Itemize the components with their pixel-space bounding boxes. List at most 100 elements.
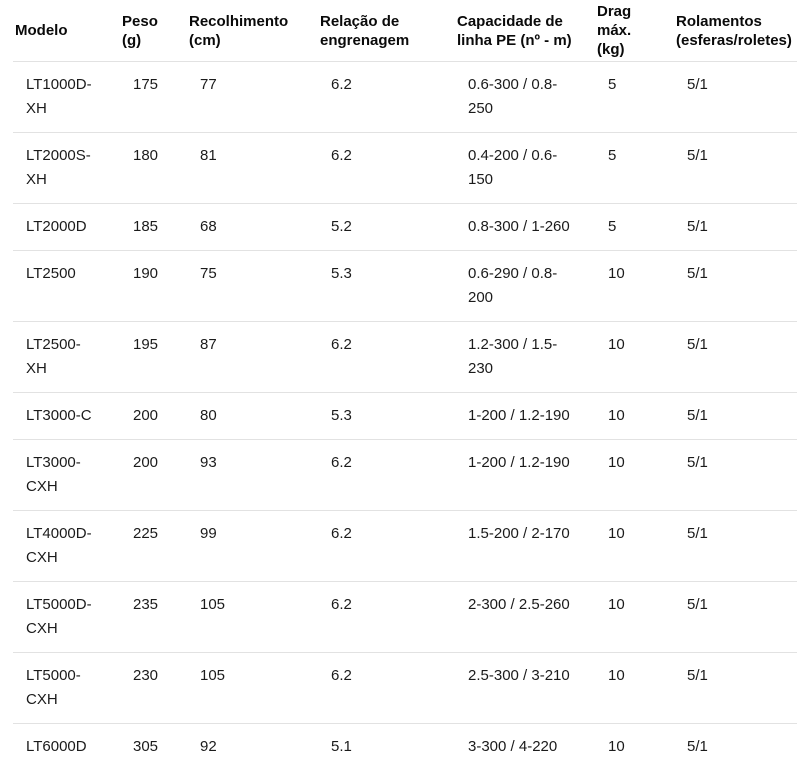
column-header-relacao: Relação de engrenagem: [318, 0, 455, 62]
cell-value: 5/1: [687, 76, 708, 93]
cell-value: 87: [200, 336, 217, 353]
cell-value: 10: [608, 596, 625, 613]
cell-recolhimento: 68: [187, 203, 318, 251]
cell-value: 5.3: [331, 407, 352, 424]
cell-value: 5/1: [687, 407, 708, 424]
cell-value: LT2500-XH: [26, 336, 81, 377]
header-row: Modelo Peso (g) Recolhimento (cm) Relação d…: [13, 0, 797, 62]
cell-value: 185: [133, 218, 159, 235]
column-header-peso: Peso (g): [120, 0, 187, 62]
cell-value: 6.2: [331, 596, 352, 613]
cell-value: 6.2: [331, 667, 352, 684]
cell-value: 68: [200, 218, 217, 235]
cell-value: 5.2: [331, 218, 352, 235]
cell-drag: 10: [595, 439, 674, 511]
cell-peso: 200: [120, 392, 187, 440]
specs-table: Modelo Peso (g) Recolhimento (cm) Relação d…: [13, 0, 797, 758]
cell-value: 6.2: [331, 76, 352, 93]
table-row: LT3000-CXH 200 93 6.2 1-200 / 1.2-190 10 5/1: [13, 439, 797, 511]
cell-modelo: LT5000D-CXH: [13, 581, 120, 653]
cell-modelo: LT2000S-XH: [13, 132, 120, 204]
table-body: LT1000D-XH 175 77 6.2 0.6-300 / 0.8-250 5 5/1 L…: [13, 61, 797, 758]
cell-value: 6.2: [331, 525, 352, 542]
cell-recolhimento: 92: [187, 724, 318, 758]
cell-value: 5: [608, 218, 617, 235]
cell-capacidade: 2-300 / 2.5-260: [455, 581, 595, 653]
cell-value: 1.5-200 / 2-170: [468, 525, 570, 542]
cell-recolhimento: 105: [187, 652, 318, 724]
cell-modelo: LT3000-C: [13, 392, 120, 440]
cell-value: 5/1: [687, 336, 708, 353]
cell-drag: 5: [595, 132, 674, 204]
cell-rolamentos: 5/1: [674, 61, 797, 133]
cell-value: 195: [133, 336, 159, 353]
cell-value: LT2000S-XH: [26, 147, 91, 188]
cell-relacao: 6.2: [318, 510, 455, 582]
cell-drag: 10: [595, 392, 674, 440]
column-header-label: Capacidade de linha PE (nº - m): [457, 12, 572, 49]
cell-drag: 5: [595, 203, 674, 251]
cell-capacidade: 1-200 / 1.2-190: [455, 439, 595, 511]
cell-value: 93: [200, 454, 217, 471]
cell-drag: 10: [595, 250, 674, 322]
cell-value: 175: [133, 76, 159, 93]
cell-value: 1.2-300 / 1.5-230: [468, 336, 558, 377]
cell-value: 0.8-300 / 1-260: [468, 218, 570, 235]
cell-value: 6.2: [331, 336, 352, 353]
cell-peso: 175: [120, 61, 187, 133]
cell-relacao: 6.2: [318, 132, 455, 204]
cell-relacao: 6.2: [318, 652, 455, 724]
column-header-label: Drag máx. (kg): [597, 3, 632, 58]
cell-value: 105: [200, 667, 226, 684]
cell-value: 10: [608, 454, 625, 471]
cell-value: 225: [133, 525, 159, 542]
cell-modelo: LT2000D: [13, 203, 120, 251]
table-row: LT5000D-CXH 235 105 6.2 2-300 / 2.5-260 10 5/1: [13, 581, 797, 653]
cell-modelo: LT1000D-XH: [13, 61, 120, 133]
cell-recolhimento: 75: [187, 250, 318, 322]
cell-drag: 10: [595, 510, 674, 582]
cell-value: 5/1: [687, 738, 708, 755]
column-header-capacidade: Capacidade de linha PE (nº - m): [455, 0, 595, 62]
cell-value: 5/1: [687, 454, 708, 471]
cell-peso: 180: [120, 132, 187, 204]
cell-capacidade: 0.8-300 / 1-260: [455, 203, 595, 251]
cell-relacao: 6.2: [318, 61, 455, 133]
cell-value: 5.3: [331, 265, 352, 282]
cell-peso: 225: [120, 510, 187, 582]
cell-capacidade: 1-200 / 1.2-190: [455, 392, 595, 440]
table-row: LT2000D 185 68 5.2 0.8-300 / 1-260 5 5/1: [13, 203, 797, 251]
cell-relacao: 5.1: [318, 724, 455, 758]
cell-modelo: LT2500-XH: [13, 321, 120, 393]
cell-value: 180: [133, 147, 159, 164]
cell-value: 105: [200, 596, 226, 613]
cell-capacidade: 1.2-300 / 1.5-230: [455, 321, 595, 393]
cell-recolhimento: 99: [187, 510, 318, 582]
cell-relacao: 5.2: [318, 203, 455, 251]
cell-value: LT5000D-CXH: [26, 596, 92, 637]
cell-rolamentos: 5/1: [674, 652, 797, 724]
cell-drag: 10: [595, 321, 674, 393]
cell-value: 200: [133, 454, 159, 471]
table-row: LT2500 190 75 5.3 0.6-290 / 0.8-200 10 5/1: [13, 250, 797, 322]
cell-value: 10: [608, 667, 625, 684]
cell-value: LT6000D: [26, 738, 87, 755]
table-row: LT1000D-XH 175 77 6.2 0.6-300 / 0.8-250 5 5/1: [13, 61, 797, 133]
cell-value: LT3000-CXH: [26, 454, 81, 495]
cell-value: 0.6-300 / 0.8-250: [468, 76, 558, 117]
cell-recolhimento: 105: [187, 581, 318, 653]
cell-value: 5: [608, 147, 617, 164]
column-header-recolhimento: Recolhimento (cm): [187, 0, 318, 62]
cell-recolhimento: 81: [187, 132, 318, 204]
cell-value: 0.4-200 / 0.6-150: [468, 147, 558, 188]
cell-capacidade: 3-300 / 4-220: [455, 724, 595, 758]
cell-value: 10: [608, 336, 625, 353]
cell-value: 190: [133, 265, 159, 282]
column-header-label: Modelo: [15, 22, 68, 39]
cell-peso: 305: [120, 724, 187, 758]
cell-value: 5/1: [687, 525, 708, 542]
cell-capacidade: 0.6-290 / 0.8-200: [455, 250, 595, 322]
cell-value: 0.6-290 / 0.8-200: [468, 265, 558, 306]
cell-value: 5/1: [687, 596, 708, 613]
cell-rolamentos: 5/1: [674, 724, 797, 758]
